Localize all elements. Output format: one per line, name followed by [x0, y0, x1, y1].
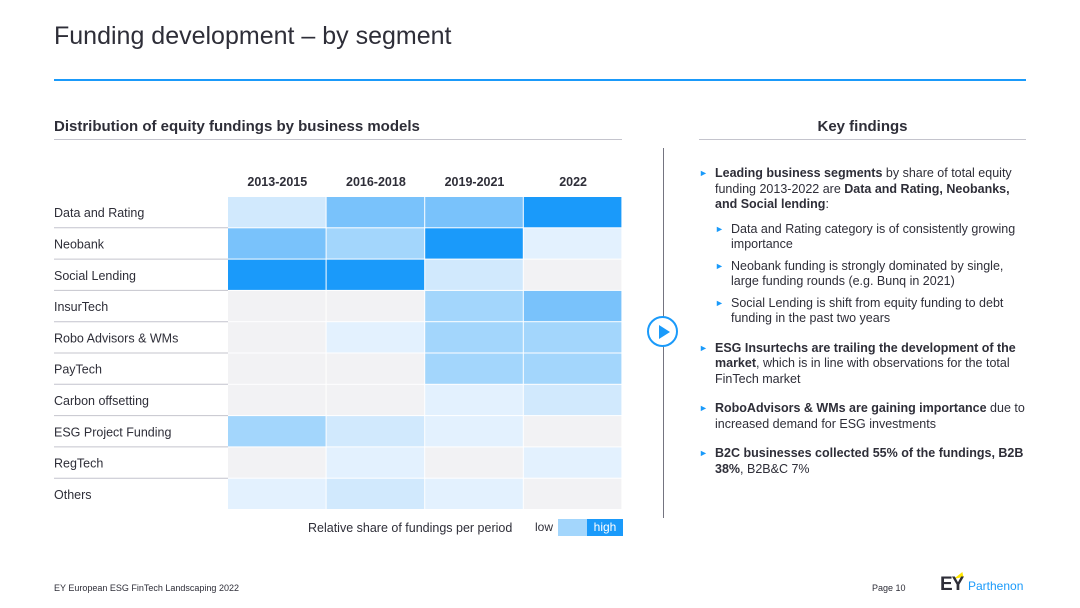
finding-item: Leading business segments by share of to… [699, 166, 1029, 327]
heatmap-cell [425, 384, 523, 416]
row-label: Carbon offsetting [54, 394, 149, 408]
heatmap-cell [228, 384, 326, 416]
key-findings-list: Leading business segments by share of to… [699, 166, 1029, 491]
heatmap-cell [425, 197, 523, 228]
column-header: 2019-2021 [445, 175, 505, 189]
logo-name: Parthenon [968, 579, 1024, 593]
heatmap-cell [326, 353, 425, 384]
heatmap-cell [425, 478, 523, 509]
finding-text: B2C businesses collected 55% of the fund… [715, 446, 1024, 476]
finding-item: ESG Insurtechs are trailing the developm… [699, 341, 1029, 388]
row-label: InsurTech [54, 300, 108, 314]
legend-low: low [530, 519, 558, 536]
column-header: 2022 [559, 175, 587, 189]
heatmap-cell [523, 259, 622, 290]
row-label: Data and Rating [54, 206, 144, 220]
row-label: Others [54, 488, 92, 502]
row-label: Social Lending [54, 269, 136, 283]
page-number: Page 10 [872, 583, 906, 593]
page-title: Funding development – by segment [54, 22, 452, 50]
heatmap-cell [523, 322, 622, 353]
finding-text: RoboAdvisors & WMs are gaining importanc… [715, 401, 987, 415]
row-label: Neobank [54, 237, 105, 251]
finding-text: due to increased demand for ESG investme… [715, 401, 1025, 431]
finding-subitem: Neobank funding is strongly dominated by… [715, 259, 1029, 290]
row-label: ESG Project Funding [54, 425, 171, 439]
heatmap-chart: 2013-2015 2016-2018 2019-2021 2022 Data and … [54, 175, 622, 509]
finding-text: , B2B&C 7% [740, 461, 810, 476]
finding-text: Leading business segments [715, 166, 883, 180]
heatmap-cell [326, 478, 425, 509]
legend-high: high [587, 519, 623, 536]
heatmap-cell [228, 416, 326, 447]
ey-parthenon-logo: EY Parthenon [940, 572, 1030, 598]
heatmap-cell [228, 290, 326, 322]
heatmap-cell [326, 447, 425, 478]
logo-brand: EY [940, 574, 964, 595]
heatmap-cell [326, 416, 425, 447]
right-section-divider [699, 139, 1026, 140]
heatmap-cell [523, 290, 622, 322]
heatmap-cell [523, 384, 622, 416]
heatmap-cell [326, 197, 425, 228]
heatmap-cell [326, 259, 425, 290]
heatmap-cell [523, 478, 622, 509]
heatmap-cell [326, 228, 425, 259]
heatmap-cell [425, 259, 523, 290]
heatmap-cell [425, 322, 523, 353]
heatmap-cell [523, 447, 622, 478]
finding-text: ESG Insurtechs are trailing the developm… [715, 340, 1016, 371]
finding-text: : [825, 197, 829, 211]
legend-label: Relative share of fundings per period [308, 521, 513, 535]
column-header: 2016-2018 [346, 175, 406, 189]
heatmap-cell [326, 384, 425, 416]
heatmap-cell [228, 478, 326, 509]
footer-source: EY European ESG FinTech Landscaping 2022 [54, 583, 239, 593]
heatmap-cell [523, 228, 622, 259]
heatmap-cell [425, 447, 523, 478]
left-section-divider [54, 139, 622, 140]
finding-text: by share of total equity funding 2013-20… [715, 166, 1012, 196]
heatmap-cell [326, 290, 425, 322]
heatmap-cell [228, 353, 326, 384]
heatmap-cell [425, 290, 523, 322]
column-header: 2013-2015 [247, 175, 307, 189]
heatmap-cell [425, 416, 523, 447]
heatmap-cell [228, 447, 326, 478]
heatmap-cell [425, 228, 523, 259]
right-section-title: Key findings [817, 118, 908, 135]
finding-subitems: Data and Rating category is of consisten… [715, 222, 1029, 327]
heatmap-cell [523, 353, 622, 384]
finding-subitem: Data and Rating category is of consisten… [715, 222, 1029, 253]
heatmap-cell [228, 197, 326, 228]
left-section-title: Distribution of equity fundings by busin… [54, 118, 420, 135]
finding-text: , which is in line with observations for… [715, 356, 1010, 386]
finding-item: RoboAdvisors & WMs are gaining importanc… [699, 401, 1029, 432]
row-label: Robo Advisors & WMs [54, 331, 178, 345]
finding-text: Data and Rating, Neobanks, and Social le… [715, 181, 1010, 212]
title-divider [54, 79, 1026, 81]
heatmap-cell [228, 259, 326, 290]
row-label: PayTech [54, 363, 102, 377]
row-label: RegTech [54, 457, 103, 471]
finding-item: B2C businesses collected 55% of the fund… [699, 446, 1029, 477]
finding-subitem: Social Lending is shift from equity fund… [715, 296, 1029, 327]
heatmap-cell [523, 416, 622, 447]
heatmap-cell [523, 197, 622, 228]
heatmap-cell [326, 322, 425, 353]
play-arrow-icon [647, 316, 678, 347]
heatmap-cell [425, 353, 523, 384]
legend-mid-swatch [558, 519, 587, 536]
heatmap-cell [228, 228, 326, 259]
heatmap-cell [228, 322, 326, 353]
